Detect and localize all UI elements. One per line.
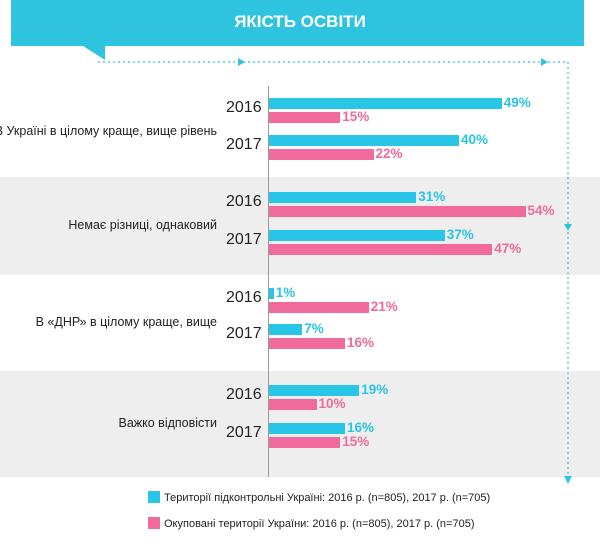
bar-occupied bbox=[269, 149, 374, 160]
bar-occupied bbox=[269, 399, 317, 410]
value-label-occupied: 22% bbox=[375, 146, 403, 161]
category-label: В «ДНР» в цілому краще, вище bbox=[35, 315, 217, 329]
value-label-controlled: 37% bbox=[446, 227, 474, 242]
year-label: 2016 bbox=[226, 99, 262, 116]
bar-controlled bbox=[269, 385, 360, 396]
value-label-occupied: 15% bbox=[342, 109, 370, 124]
y-axis-line bbox=[268, 86, 269, 477]
legend-swatch-occupied bbox=[148, 517, 160, 529]
bar-occupied bbox=[269, 206, 526, 217]
legend-label-controlled: Території підконтрольні Україні: 2016 р.… bbox=[164, 492, 491, 504]
dotted-guide-arrow-right bbox=[238, 58, 245, 66]
dotted-guide-arrow-down bbox=[564, 224, 572, 231]
bar-occupied bbox=[269, 338, 345, 349]
bar-occupied bbox=[269, 244, 493, 255]
dotted-guide-arrow-down bbox=[564, 476, 572, 484]
year-label: 2016 bbox=[226, 289, 262, 306]
category-label: Немає різниці, однаковий bbox=[68, 218, 217, 232]
year-label: 2017 bbox=[226, 136, 262, 153]
bar-controlled bbox=[269, 423, 345, 434]
value-label-controlled: 31% bbox=[418, 189, 446, 204]
value-label-occupied: 21% bbox=[370, 299, 398, 314]
bar-controlled bbox=[269, 135, 459, 146]
value-label-occupied: 16% bbox=[347, 335, 375, 350]
year-label: 2017 bbox=[226, 325, 262, 342]
value-label-occupied: 10% bbox=[318, 396, 346, 411]
bar-controlled bbox=[269, 230, 445, 241]
bar-controlled bbox=[269, 324, 303, 335]
value-label-controlled: 49% bbox=[503, 95, 531, 110]
bar-occupied bbox=[269, 437, 341, 448]
value-label-controlled: 1% bbox=[275, 285, 296, 300]
value-label-controlled: 7% bbox=[304, 321, 324, 336]
bar-controlled bbox=[269, 192, 417, 203]
title-banner bbox=[11, 0, 584, 46]
category-label: Важко відповісти bbox=[118, 416, 218, 430]
dotted-guide-line bbox=[98, 61, 569, 483]
year-label: 2016 bbox=[226, 193, 262, 210]
value-label-controlled: 16% bbox=[347, 420, 375, 435]
value-label-occupied: 15% bbox=[342, 434, 370, 449]
value-label-controlled: 19% bbox=[361, 382, 389, 397]
year-label: 2017 bbox=[226, 424, 262, 441]
value-label-occupied: 54% bbox=[527, 203, 555, 218]
bar-controlled bbox=[269, 98, 502, 109]
value-label-controlled: 40% bbox=[461, 132, 489, 147]
bar-controlled bbox=[269, 288, 274, 299]
bar-occupied bbox=[269, 302, 369, 313]
legend-label-occupied: Окуповані території України: 2016 р. (n=… bbox=[164, 518, 475, 530]
legend-item-controlled: Території підконтрольні Україні: 2016 р.… bbox=[148, 491, 490, 504]
dotted-guide-arrow-right bbox=[541, 58, 548, 66]
title-banner-pointer bbox=[83, 46, 105, 60]
year-label: 2017 bbox=[226, 231, 262, 248]
chart-title: ЯКІСТЬ ОСВІТИ bbox=[234, 12, 366, 31]
bar-occupied bbox=[269, 112, 341, 123]
category-label: В Україні в цілому краще, вище рівень bbox=[0, 123, 217, 138]
value-label-occupied: 47% bbox=[494, 241, 522, 256]
year-label: 2016 bbox=[226, 386, 262, 403]
legend-swatch-controlled bbox=[148, 491, 160, 503]
legend-item-occupied: Окуповані території України: 2016 р. (n=… bbox=[148, 517, 474, 530]
